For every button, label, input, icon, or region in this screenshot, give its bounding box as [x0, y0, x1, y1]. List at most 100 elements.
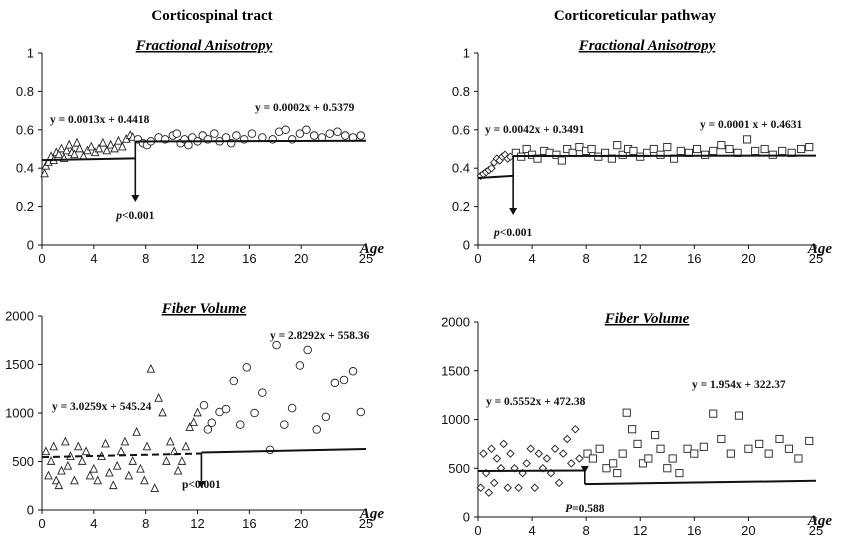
data-point-circle — [272, 340, 281, 350]
y-tick-label: 0.2 — [16, 199, 34, 214]
data-point-circle — [348, 367, 358, 376]
data-point-triangle — [85, 470, 95, 480]
x-axis-label: Age — [359, 241, 385, 257]
breakpoint-arrow-head — [509, 208, 518, 215]
regression-equation: y = 2.8292x + 558.36 — [270, 330, 370, 342]
x-tick-label: 4 — [90, 251, 97, 266]
data-point-circle — [287, 135, 297, 144]
p-value-symbol: p — [115, 210, 122, 222]
data-point-square — [651, 431, 660, 440]
data-point-square — [587, 144, 596, 154]
data-point-triangle — [110, 143, 119, 153]
data-point-diamond — [489, 478, 499, 488]
data-point-triangle — [61, 436, 70, 446]
data-point-triangle — [193, 407, 202, 417]
y-tick-label: 1000 — [441, 412, 470, 427]
x-tick-label: 8 — [583, 523, 590, 538]
y-tick-label: 0 — [463, 238, 470, 253]
x-axis-label: Age — [807, 241, 833, 257]
chart-panel-1: Fractional Anisotropy 0 0.2 0.4 0.6 0.8 1 0 4 8 12… — [16, 38, 384, 266]
data-point-diamond — [499, 439, 508, 449]
data-point-triangle — [64, 139, 74, 149]
p-value-label: p<0.001 — [115, 210, 154, 222]
y-tick-label: 0.6 — [452, 122, 470, 137]
data-point-triangle — [77, 456, 87, 465]
data-point-triangle — [62, 145, 71, 155]
data-point-diamond — [542, 454, 552, 463]
data-point-circle — [210, 129, 219, 138]
data-point-triangle — [140, 475, 149, 485]
y-tick-label: 0.8 — [16, 84, 34, 99]
data-point-triangle — [94, 143, 104, 153]
data-point-square — [760, 144, 769, 154]
data-point-circle — [339, 375, 349, 385]
data-point-square — [609, 459, 618, 468]
y-tick-label: 1000 — [5, 406, 34, 421]
data-point-triangle — [44, 470, 53, 480]
data-point-circle — [207, 418, 217, 427]
data-point-square — [775, 434, 784, 444]
x-tick-label: 4 — [528, 523, 535, 538]
y-tick-label: 0 — [27, 238, 34, 253]
y-tick-label: 0.4 — [452, 161, 470, 176]
y-tick-label: 1500 — [441, 363, 470, 378]
data-point-square — [675, 469, 684, 478]
data-point-square — [690, 449, 699, 458]
y-tick-label: 1 — [463, 46, 470, 61]
data-point-diamond — [487, 444, 496, 453]
p-value-text: <0.001 — [500, 227, 533, 239]
data-point-diamond — [479, 449, 488, 458]
data-point-diamond — [487, 163, 496, 173]
data-point-circle — [356, 131, 366, 140]
data-point-triangle — [72, 137, 82, 147]
data-point-square — [618, 150, 627, 159]
data-point-circle — [321, 412, 331, 422]
data-point-square — [751, 146, 760, 155]
data-point-circle — [221, 404, 231, 414]
data-point-diamond — [492, 454, 502, 463]
x-tick-label: 4 — [90, 516, 97, 531]
x-tick-label: 8 — [583, 251, 590, 266]
data-point-triangle — [102, 145, 112, 155]
data-point-circle — [333, 127, 342, 136]
x-tick-label: 0 — [474, 251, 481, 266]
data-point-triangle — [57, 143, 66, 153]
data-point-triangle — [158, 407, 167, 417]
data-point-triangle — [54, 480, 64, 490]
data-point-triangle — [73, 441, 83, 451]
data-point-square — [622, 408, 631, 417]
data-point-square — [794, 454, 803, 463]
y-tick-label: 500 — [12, 454, 34, 469]
data-point-circle — [295, 129, 305, 138]
data-point-triangle — [40, 168, 49, 178]
x-tick-label: 12 — [190, 251, 204, 266]
data-point-circle — [303, 345, 312, 355]
x-tick-label: 16 — [687, 523, 701, 538]
data-point-square — [805, 436, 814, 446]
p-value-text: <0.001 — [122, 210, 155, 222]
p-value-label: P=0.588 — [565, 503, 605, 515]
regression-equation: y = 0.0013x + 0.4418 — [50, 114, 150, 126]
x-tick-label: 20 — [294, 516, 308, 531]
data-point-diamond — [575, 454, 584, 463]
data-point-triangle — [165, 436, 175, 446]
data-point-square — [663, 143, 672, 152]
x-tick-label: 25 — [359, 516, 373, 531]
data-point-diamond — [506, 449, 515, 458]
y-tick-label: 1 — [27, 46, 34, 61]
y-tick-label: 0.8 — [452, 84, 470, 99]
regression-equation: y = 0.0001 x + 0.4631 — [700, 119, 802, 131]
data-point-triangle — [86, 141, 96, 151]
data-point-triangle — [150, 483, 160, 492]
data-point-diamond — [476, 483, 485, 492]
x-tick-label: 25 — [809, 523, 823, 538]
data-point-circle — [295, 361, 305, 370]
x-tick-label: 16 — [242, 516, 256, 531]
data-point-diamond — [530, 483, 540, 492]
data-point-diamond — [558, 449, 568, 458]
x-axis-label: Age — [807, 513, 833, 529]
data-point-triangle — [128, 456, 138, 465]
data-point-square — [552, 150, 561, 159]
x-tick-label: 12 — [633, 523, 647, 538]
